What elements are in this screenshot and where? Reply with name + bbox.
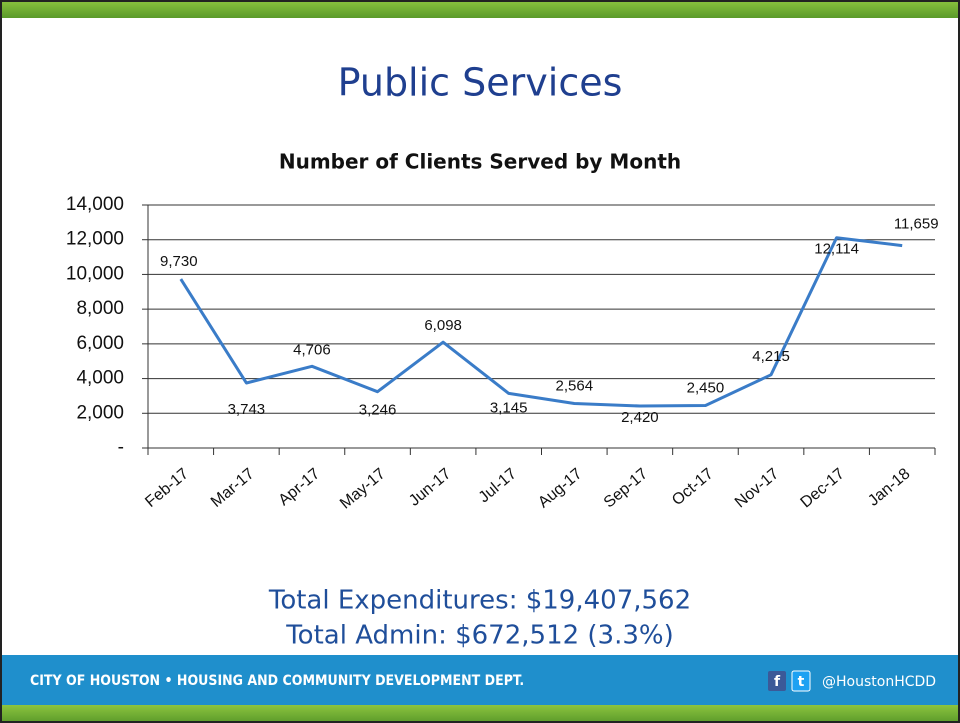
value-label: 2,420 — [621, 409, 659, 426]
value-label: 3,145 — [490, 399, 528, 416]
footer-department: CITY OF HOUSTON • HOUSING AND COMMUNITY … — [30, 673, 524, 689]
footer-handle[interactable]: @HoustonHCDD — [822, 674, 936, 690]
y-tick-label: 2,000 — [76, 402, 124, 423]
y-tick-label: 8,000 — [76, 298, 124, 319]
y-tick-label: 12,000 — [66, 229, 124, 250]
bottom-bar — [0, 705, 960, 723]
value-label: 2,564 — [556, 377, 594, 394]
y-tick-label: - — [118, 437, 124, 458]
value-label: 6,098 — [424, 317, 462, 334]
value-label: 12,114 — [814, 241, 859, 258]
value-label: 4,215 — [752, 348, 790, 365]
summary-line: Total Admin: $672,512 (3.3%) — [285, 621, 674, 651]
y-tick-label: 6,000 — [76, 333, 124, 354]
value-label: 3,743 — [228, 401, 266, 418]
value-label: 2,450 — [687, 379, 725, 396]
facebook-icon[interactable] — [768, 671, 786, 691]
chart-title: Number of Clients Served by Month — [279, 150, 681, 174]
facebook-letter: f — [774, 674, 781, 690]
value-label: 11,659 — [894, 216, 939, 233]
y-tick-label: 10,000 — [66, 263, 124, 284]
value-label: 4,706 — [293, 341, 331, 358]
data-line — [179, 236, 903, 408]
summary-line: Total Expenditures: $19,407,562 — [268, 586, 691, 616]
value-label: 3,246 — [359, 402, 397, 419]
twitter-letter: t — [798, 674, 805, 690]
slide-title: Public Services — [338, 61, 623, 105]
value-label: 9,730 — [160, 253, 198, 270]
twitter-icon[interactable] — [791, 670, 811, 692]
top-bar — [0, 0, 960, 18]
y-tick-label: 14,000 — [66, 194, 124, 215]
y-tick-label: 4,000 — [76, 368, 124, 389]
